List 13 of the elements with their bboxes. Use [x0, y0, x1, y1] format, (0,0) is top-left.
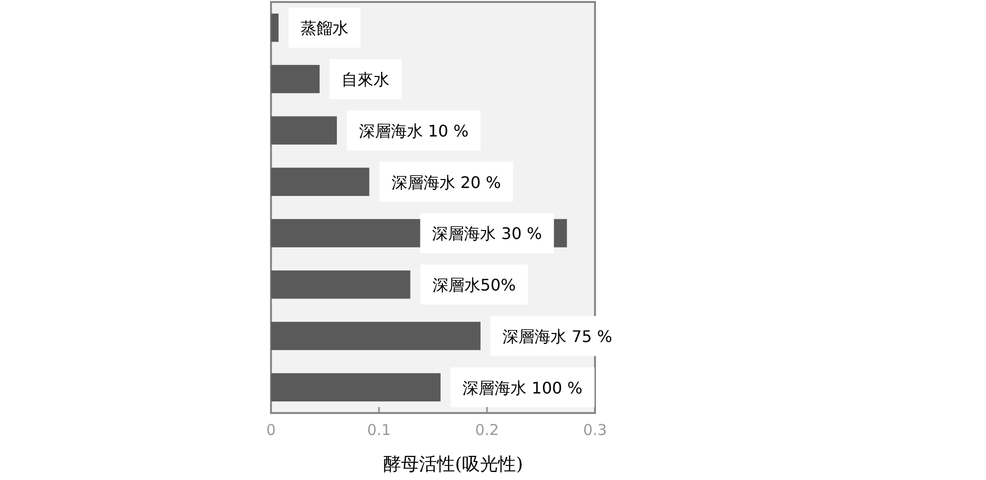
x-axis-title: 酵母活性(吸光性) [382, 454, 524, 475]
x-tick-label: 0 [266, 421, 276, 439]
x-tick-label: 0.1 [367, 421, 391, 439]
y-tick-label: 深層海水 30 % [432, 224, 542, 244]
y-tick-label: 深層海水 75 % [502, 326, 612, 346]
x-tick-label: 0.2 [475, 421, 499, 439]
y-tick-label: 蒸餾水 [300, 18, 349, 38]
x-tick-label: 0.3 [583, 421, 607, 439]
y-tick-label: 自來水 [342, 70, 390, 90]
y-tick-label: 深層海水 10 % [358, 121, 469, 140]
y-tick-label: 深層水50% [432, 276, 516, 295]
y-tick-label: 深層海水 20 % [391, 172, 502, 192]
y-tick-label: 深層海水 100 % [462, 378, 582, 398]
